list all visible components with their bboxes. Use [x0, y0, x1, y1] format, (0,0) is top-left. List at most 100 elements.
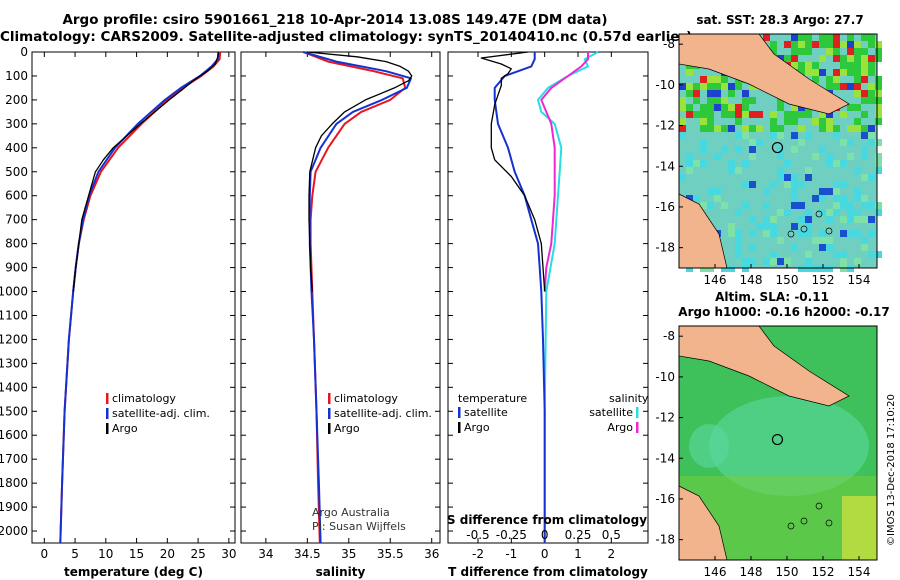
panel-frame-temperature [31, 51, 236, 544]
sst-cell [875, 104, 882, 111]
credit-org: Argo Australia [312, 506, 390, 519]
chart-title-line1: Argo profile: csiro 5901661_218 10-Apr-2… [62, 12, 608, 28]
sst-cell [826, 48, 833, 55]
legend-temp-label: climatology [112, 392, 176, 405]
map-xtick-label: 146 [704, 565, 727, 579]
sst-cell [700, 104, 707, 111]
sst-cell [707, 125, 714, 132]
sst-cell [693, 111, 700, 118]
sst-cell [791, 48, 798, 55]
sst-cell [812, 41, 819, 48]
sst-cell [819, 195, 826, 202]
sst-cell [847, 55, 854, 62]
sst-cell [854, 41, 861, 48]
xtick-label-difference: 1 [574, 547, 582, 561]
map-xtick-label: 148 [740, 565, 763, 579]
sst-cell [770, 125, 777, 132]
xtick-label-temperature: 5 [71, 547, 79, 561]
map-frame [678, 33, 878, 269]
sst-cell [875, 55, 882, 62]
sst-cell [742, 104, 749, 111]
sst-cell [861, 202, 868, 209]
sst-cell [854, 230, 861, 237]
sst-cell [770, 216, 777, 223]
sst-cell [679, 104, 686, 111]
ytick-label: 1700 [0, 452, 28, 466]
sst-cell [784, 258, 791, 265]
sst-cell [728, 230, 735, 237]
sst-cell [777, 125, 784, 132]
xlabel-difference: T difference from climatology [448, 565, 648, 579]
sst-cell [763, 230, 770, 237]
sst-cell [791, 188, 798, 195]
sst-cell [798, 125, 805, 132]
sst-cell [840, 251, 847, 258]
ytick-label: 600 [5, 189, 28, 203]
legend-temp-swatch [106, 393, 109, 404]
sst-cell [714, 83, 721, 90]
sst-cell [770, 230, 777, 237]
sst-map-title: sat. SST: 28.3 Argo: 27.7 [696, 13, 863, 27]
map-xtick-label: 150 [776, 565, 799, 579]
sst-cell [833, 76, 840, 83]
sst-cell [714, 90, 721, 97]
sst-cell [805, 258, 812, 265]
sst-cell [805, 174, 812, 181]
map-xtick-label: 152 [812, 565, 835, 579]
sst-cell [861, 34, 868, 41]
sst-cell [791, 244, 798, 251]
sst-cell [742, 111, 749, 118]
sst-cell [805, 167, 812, 174]
sst-cell [854, 104, 861, 111]
xtick-label-difference: -1 [505, 547, 517, 561]
sst-cell [868, 216, 875, 223]
sst-cell [742, 160, 749, 167]
sst-cell [770, 223, 777, 230]
sst-cell [770, 258, 777, 265]
sst-cell [735, 146, 742, 153]
sst-cell [854, 69, 861, 76]
sst-cell [861, 216, 868, 223]
reef-outline [787, 522, 795, 530]
sst-cell [700, 146, 707, 153]
land-png [678, 33, 850, 115]
panel-frame-salinity [240, 51, 441, 544]
sst-cell [756, 111, 763, 118]
sst-cell [700, 76, 707, 83]
sst-cell [840, 181, 847, 188]
sst-cell [805, 34, 812, 41]
sst-cell [833, 202, 840, 209]
sst-cell [840, 202, 847, 209]
sdiff-tick-label: 0.25 [565, 528, 592, 542]
sst-cell [840, 41, 847, 48]
sst-cell [847, 41, 854, 48]
xtick-label-temperature: 0 [40, 547, 48, 561]
xtick-label-temperature: 15 [129, 547, 144, 561]
sst-cell [784, 118, 791, 125]
sst-cell [812, 195, 819, 202]
sst-cell [805, 41, 812, 48]
sst-cell [847, 83, 854, 90]
legend-tdiff-title: temperature [458, 392, 527, 405]
sst-cell [791, 132, 798, 139]
sst-cell [847, 202, 854, 209]
sst-cell [875, 90, 882, 97]
sst-cell [805, 132, 812, 139]
sst-cell [756, 223, 763, 230]
sst-cell [791, 174, 798, 181]
sst-cell [840, 62, 847, 69]
map-ytick-label: -14 [655, 451, 675, 465]
sdiff-tick-label: 0 [541, 528, 549, 542]
sst-cell [861, 62, 868, 69]
sst-cell [819, 111, 826, 118]
sst-cell [819, 146, 826, 153]
sst-cell [847, 62, 854, 69]
sst-cell [700, 118, 707, 125]
sst-cell [861, 111, 868, 118]
sst-cell [791, 181, 798, 188]
sst-cell [868, 62, 875, 69]
sst-cell [861, 55, 868, 62]
sst-cell [875, 167, 882, 174]
sst-cell [833, 132, 840, 139]
map-ytick-label: -18 [655, 533, 675, 547]
